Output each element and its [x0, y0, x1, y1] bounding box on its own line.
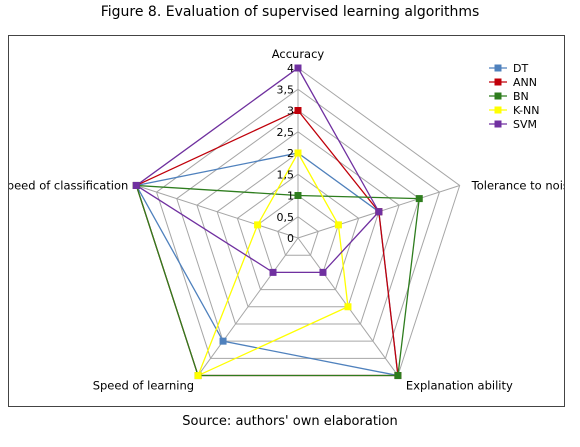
grid-ring — [155, 88, 441, 359]
legend-label: K-NN — [513, 104, 540, 117]
source-note: Source: authors' own elaboration — [182, 414, 398, 429]
tick-label: 2,5 — [277, 126, 295, 139]
point-svm — [319, 268, 327, 276]
point-ann — [294, 107, 302, 114]
point-bn — [415, 195, 423, 203]
tick-label: 0 — [287, 232, 294, 245]
point-bn — [394, 372, 402, 380]
point-svm — [269, 268, 277, 276]
point-k-nn — [334, 221, 342, 229]
tick-label: 3 — [287, 105, 294, 118]
tick-label: 4 — [287, 62, 294, 75]
point-svm — [375, 208, 383, 216]
legend-label: DT — [513, 62, 528, 75]
chart-frame: 0 0,5 1 1,5 2 2,5 3 3,5 4 Accuracy Tolerance to no… — [0, 35, 576, 407]
tick-label: 1 — [287, 190, 294, 203]
legend-label: ANN — [513, 76, 537, 89]
point-svm — [294, 64, 302, 72]
legend-label: SVM — [513, 118, 537, 131]
point-bn — [294, 192, 302, 199]
legend-marker — [494, 92, 502, 100]
point-k-nn — [294, 149, 302, 157]
point-svm — [132, 181, 140, 189]
tick-label: 3,5 — [277, 83, 295, 96]
point-k-nn — [344, 303, 352, 311]
legend-label: BN — [513, 90, 529, 103]
point-dt — [219, 337, 227, 345]
series-line-ann — [135, 109, 399, 377]
axis-label: Speed of learning — [93, 379, 194, 393]
chart-title: Figure 8. Evaluation of supervised learn… — [100, 4, 480, 20]
axis-label: Explanation ability — [406, 379, 513, 393]
axis-label: Speed of classification — [9, 178, 128, 192]
axis-label: Tolerance to noise — [471, 178, 564, 192]
legend-marker — [494, 78, 502, 86]
grid-ring — [196, 131, 400, 325]
tick-label: 0,5 — [277, 211, 295, 224]
series-line-k-nn — [196, 151, 349, 377]
axis-spoke — [197, 237, 299, 376]
series-line-dt — [135, 152, 399, 377]
axis-spoke — [136, 184, 299, 239]
axis-label: Accuracy — [272, 47, 325, 61]
legend-marker — [494, 64, 502, 72]
tick-label: 2 — [287, 147, 294, 160]
series-line-bn — [135, 184, 420, 377]
point-k-nn — [194, 372, 202, 380]
point-k-nn — [254, 221, 262, 229]
legend-marker — [494, 106, 502, 114]
series-line-svm — [135, 67, 380, 274]
tick-label: 1,5 — [277, 168, 295, 181]
legend-marker — [494, 120, 502, 128]
grid-ring — [277, 216, 319, 256]
grid-ring — [176, 109, 420, 342]
grid-ring — [236, 173, 360, 291]
